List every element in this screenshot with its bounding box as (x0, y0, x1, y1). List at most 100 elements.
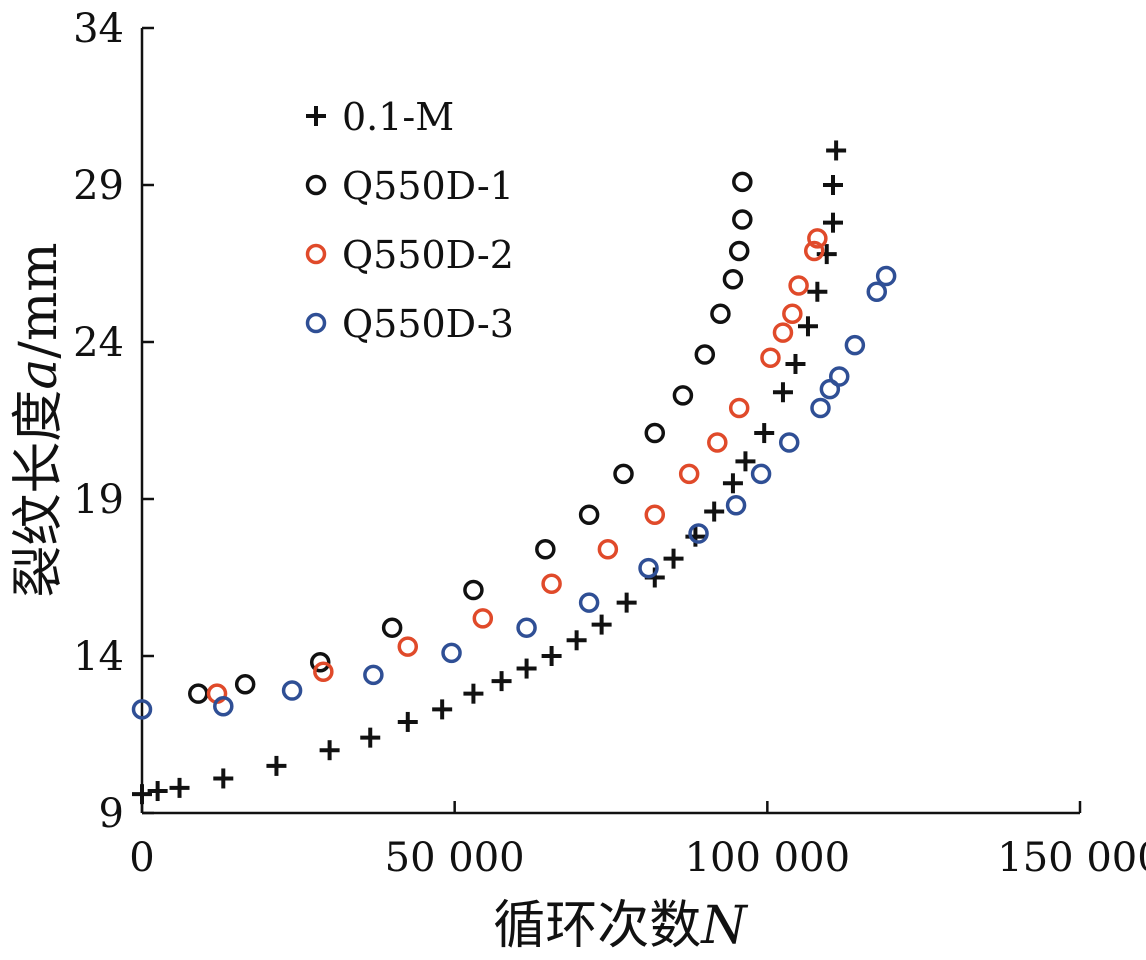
x-tick-label: 100 000 (685, 835, 850, 881)
data-point-circle (281, 680, 303, 701)
data-point-circle (750, 463, 772, 485)
data-point-plus (772, 382, 793, 403)
data-point-circle (613, 463, 634, 485)
data-point-circle (875, 265, 897, 287)
legend-item: Q550D-3 (305, 302, 514, 346)
axis-titles: 循环次数N 裂纹长度a/mm (9, 242, 748, 956)
legend-item: Q550D-1 (305, 164, 514, 208)
data-point-circle (694, 344, 716, 365)
data-point-plus (516, 658, 537, 679)
data-point-circle (397, 636, 419, 657)
data-point-circle (638, 557, 659, 579)
legend-marker-plus (306, 106, 326, 126)
data-point-plus (169, 777, 190, 798)
x-axis-title-variable: N (699, 896, 748, 956)
data-point-circle (463, 579, 484, 601)
data-point-plus (566, 630, 587, 651)
data-point-circle (728, 397, 750, 419)
x-tick-label: 50 000 (385, 835, 525, 881)
data-point-plus (826, 140, 847, 161)
y-axis-title: 裂纹长度a/mm (9, 242, 69, 597)
series-2 (206, 228, 828, 704)
data-point-circle (188, 683, 209, 704)
data-point-circle (732, 209, 753, 230)
data-point-circle (672, 385, 694, 406)
x-tick-label: 0 (129, 835, 154, 881)
data-point-circle (782, 303, 803, 324)
data-point-plus (807, 281, 828, 302)
data-point-circle (807, 228, 828, 249)
data-point-plus (266, 755, 287, 776)
y-axis-title-variable: a (9, 359, 69, 390)
data-point-circle (578, 592, 600, 613)
legend-marker-circle (305, 174, 327, 196)
data-point-circle (234, 674, 256, 695)
data-point-plus (663, 548, 684, 569)
data-point-plus (722, 473, 743, 494)
data-point-circle (828, 366, 850, 387)
data-point-circle (131, 699, 153, 720)
data-point-plus (754, 423, 775, 444)
data-point-plus (360, 727, 381, 748)
data-point-plus (822, 175, 843, 195)
legend-item: Q550D-2 (305, 233, 514, 277)
y-tick-label: 24 (73, 320, 124, 366)
data-point-circle (803, 240, 825, 262)
data-point-plus (319, 740, 340, 761)
axes (140, 28, 1080, 815)
data-point-circle (722, 268, 744, 290)
legend-label: 0.1-M (342, 95, 454, 139)
data-point-circle (363, 664, 384, 686)
data-points (131, 140, 897, 805)
data-point-circle (597, 538, 619, 560)
data-point-plus (132, 784, 152, 805)
legend: 0.1-M Q550D-1 Q550D-2 Q550D-3 (305, 95, 514, 346)
data-point-circle (707, 432, 728, 453)
data-point-circle (778, 432, 800, 453)
y-axis-title-text: 裂纹长度 (9, 390, 69, 598)
data-point-circle (688, 523, 709, 544)
data-point-plus (541, 646, 562, 666)
data-point-plus (591, 614, 612, 635)
y-tick-label: 34 (73, 6, 124, 52)
data-point-circle (728, 240, 750, 262)
legend-label: Q550D-1 (342, 164, 514, 208)
data-point-circle (760, 347, 781, 368)
data-point-circle (441, 642, 462, 664)
legend-label: Q550D-3 (342, 302, 514, 346)
y-tick-label: 14 (73, 634, 124, 680)
legend-marker-circle (305, 312, 327, 334)
data-point-plus (822, 212, 843, 233)
data-point-plus (147, 781, 168, 802)
data-point-circle (644, 504, 666, 525)
data-point-plus (432, 699, 453, 720)
y-tick-label: 19 (73, 477, 124, 523)
data-point-circle (516, 617, 537, 638)
legend-label: Q550D-2 (342, 233, 514, 277)
data-point-plus (616, 592, 637, 613)
data-point-circle (541, 573, 562, 595)
data-point-circle (578, 504, 600, 525)
series-3 (131, 265, 897, 720)
data-point-plus (785, 353, 806, 374)
data-point-circle (381, 617, 403, 638)
data-point-plus (685, 526, 706, 547)
x-axis-title: 循环次数N (493, 896, 748, 956)
data-point-circle (810, 397, 831, 419)
data-point-circle (866, 281, 888, 303)
data-point-circle (844, 334, 866, 356)
legend-marker-circle (305, 243, 327, 265)
data-point-circle (710, 303, 731, 324)
data-point-plus (735, 451, 756, 472)
data-point-plus (816, 244, 837, 265)
series-1 (188, 171, 753, 704)
data-point-circle (309, 652, 331, 673)
legend-item: 0.1-M (306, 95, 454, 139)
data-point-circle (788, 275, 809, 296)
data-point-circle (725, 495, 747, 516)
data-point-plus (797, 316, 818, 337)
data-point-circle (535, 538, 556, 560)
x-axis-title-text: 循环次数 (493, 896, 701, 956)
series-0 (132, 140, 847, 805)
